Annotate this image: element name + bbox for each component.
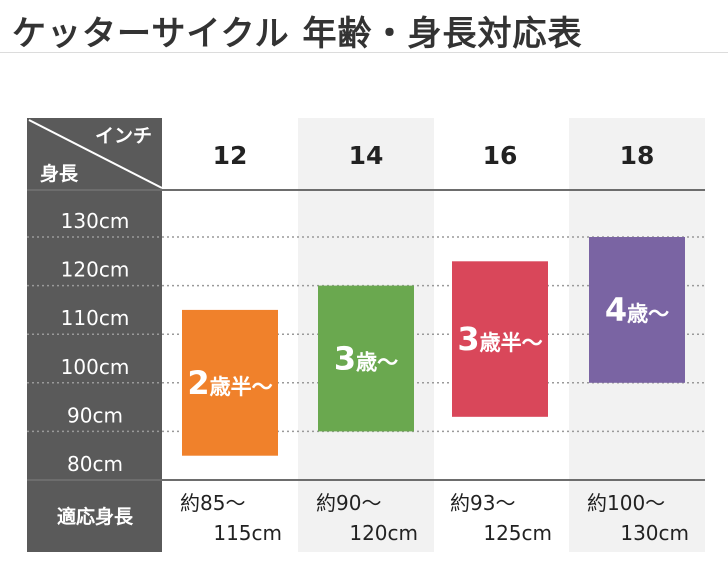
bar-label-12: 2歳半～	[187, 364, 272, 402]
category-label-16: 16	[483, 141, 518, 170]
title-divider	[0, 52, 728, 53]
category-label-12: 12	[213, 141, 248, 170]
footer-range-max-12: 115cm	[213, 521, 282, 545]
bar-14	[318, 285, 414, 432]
bar-16	[452, 261, 548, 417]
footer-range-max-16: 125cm	[483, 521, 552, 545]
footer-range-18: 約100～	[587, 491, 665, 515]
y-tick-label: 120cm	[61, 258, 130, 282]
footer-range-14: 約90～	[316, 491, 381, 515]
category-label-14: 14	[349, 141, 384, 170]
footer-row-label: 適応身長	[57, 505, 134, 528]
header-column-label: インチ	[95, 125, 152, 147]
y-tick-label: 130cm	[61, 209, 130, 233]
footer-range-max-18: 130cm	[620, 521, 689, 545]
y-tick-label: 90cm	[67, 403, 123, 427]
bar-label-16: 3歳半～	[457, 320, 542, 358]
bar-label-14: 3歳～	[334, 340, 398, 378]
y-tick-label: 80cm	[67, 452, 123, 476]
bar-label-18: 4歳～	[605, 291, 669, 329]
footer-range-12: 約85～	[180, 491, 245, 515]
y-tick-label: 110cm	[61, 306, 130, 330]
category-label-18: 18	[620, 141, 655, 170]
header-diagonal	[28, 119, 163, 189]
header-row-label: 身長	[40, 162, 79, 185]
bar-18	[589, 237, 685, 383]
footer-range-max-14: 120cm	[349, 521, 418, 545]
bar-12	[182, 309, 278, 456]
footer-range-16: 約93～	[450, 491, 515, 515]
page-title: ケッターサイクル 年齢・身長対応表	[12, 14, 583, 54]
y-tick-label: 100cm	[61, 355, 130, 379]
